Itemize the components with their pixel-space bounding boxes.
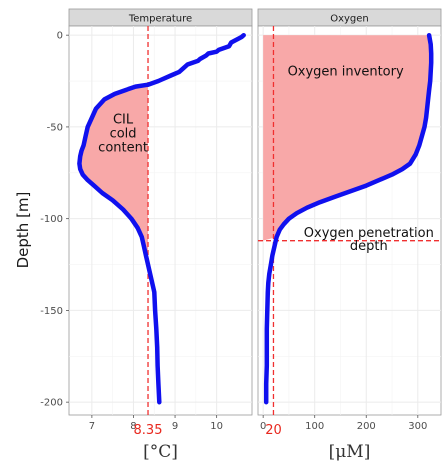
x-tick-label: 0: [260, 421, 266, 432]
oxygen-profile-line: [263, 32, 434, 405]
annotation-line: CIL: [113, 112, 134, 127]
y-tick-label: -100: [40, 214, 63, 225]
x-tick-label: 9: [172, 421, 178, 432]
cil-cold-content-label: CIL cold content: [98, 112, 148, 155]
oxygen-facet-title: Oxygen: [330, 14, 369, 25]
temperature-panel: Temperature CIL cold content 7 8 9 10 8.35 [°…: [68, 8, 253, 462]
cil-cold-content-area: [79, 84, 149, 256]
temperature-facet-title: Temperature: [128, 14, 192, 25]
oxygen-inventory-area: [263, 35, 432, 241]
annotation-line: depth: [350, 239, 388, 254]
oxygen-x-axis-title: [μM]: [329, 442, 371, 462]
y-tick-label: -150: [40, 306, 63, 317]
annotation-line: cold: [110, 126, 137, 141]
x-tick-label: 100: [305, 421, 324, 432]
y-tick-label: -200: [40, 398, 63, 409]
x-tick-label: 200: [357, 421, 376, 432]
oxygen-inventory-label: Oxygen inventory: [288, 65, 404, 80]
oxygen-penetration-depth-label: Oxygen penetration depth: [304, 226, 434, 254]
temperature-profile-line: [77, 32, 246, 405]
annotation-line: content: [98, 140, 148, 155]
annotation-line: Oxygen penetration: [304, 226, 434, 241]
oxygen-panel: Oxygen Oxygen inventory Oxygen penetrati…: [257, 8, 442, 462]
y-tick-label: 0: [57, 31, 63, 42]
y-tick-label: -50: [47, 122, 63, 133]
y-axis-ticks: 0 -50 -100 -150 -200: [40, 31, 69, 409]
temperature-x-axis-title: [°C]: [143, 442, 178, 462]
temperature-x-ticks: 7 8 9 10: [89, 415, 223, 432]
y-axis-title: Depth [m]: [14, 192, 32, 269]
temperature-plot-background: [68, 25, 253, 416]
x-tick-label: 300: [408, 421, 427, 432]
temperature-reference-tick-label: 8.35: [134, 423, 163, 438]
x-tick-label: 7: [89, 421, 95, 432]
x-tick-label: 8: [130, 421, 136, 432]
oxygen-x-ticks: 0 100 200 300: [260, 415, 427, 432]
oxygen-reference-tick-label: 20: [265, 423, 282, 438]
x-tick-label: 10: [210, 421, 223, 432]
